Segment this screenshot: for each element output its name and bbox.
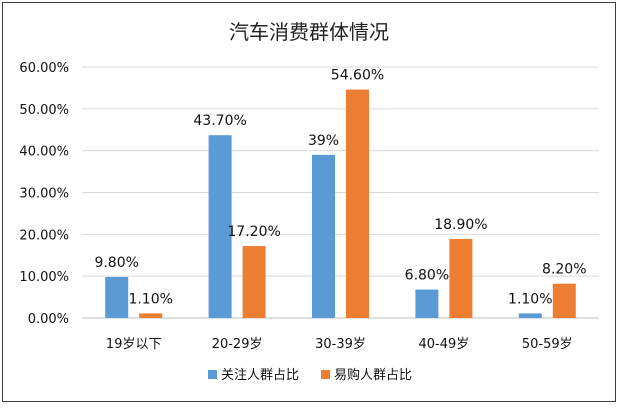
- y-tick-label: 20.00%: [19, 228, 69, 243]
- legend-swatch: [321, 370, 330, 379]
- bar-chart: 汽车消费群体情况 0.00% 10.00% 20.00% 30.00% 40.00% 50…: [19, 20, 599, 383]
- bar-purchase: [242, 246, 266, 318]
- x-axis: 19岁以下 20-29岁 30-39岁 40-49岁 50-59岁: [106, 337, 573, 352]
- data-label: 1.10%: [508, 291, 552, 307]
- bar-purchase: [552, 283, 576, 318]
- y-tick-label: 50.00%: [19, 103, 69, 118]
- bar-purchase: [346, 89, 369, 318]
- bar-attention: [518, 313, 542, 318]
- chart-title: 汽车消费群体情况: [229, 20, 389, 44]
- data-label: 9.80%: [94, 255, 138, 271]
- y-axis: 0.00% 10.00% 20.00% 30.00% 40.00% 50.00% 60.00…: [19, 61, 69, 327]
- legend-label: 易购人群占比: [334, 367, 412, 383]
- x-tick-label: 20-29岁: [212, 337, 263, 352]
- legend: 关注人群占比 易购人群占比: [208, 367, 412, 383]
- data-label: 39%: [308, 133, 339, 149]
- legend-label: 关注人群占比: [221, 368, 299, 383]
- chart-frame: 汽车消费群体情况 0.00% 10.00% 20.00% 30.00% 40.00% 50…: [2, 2, 616, 402]
- y-tick-label: 40.00%: [19, 145, 69, 160]
- data-label: 17.20%: [227, 224, 280, 240]
- bar-purchase: [139, 313, 163, 318]
- data-label: 1.10%: [128, 291, 172, 307]
- bar-attention: [312, 154, 335, 318]
- data-label: 8.20%: [542, 262, 586, 278]
- gridlines: [82, 66, 599, 319]
- bar-attention: [415, 289, 439, 318]
- y-tick-label: 0.00%: [28, 312, 69, 327]
- y-tick-label: 10.00%: [19, 270, 69, 285]
- bars: 9.80% 1.10% 43.70% 17.20% 39% 54.60% 6.80% 18.9…: [94, 68, 587, 318]
- bar-purchase: [449, 238, 473, 318]
- data-label: 18.90%: [434, 217, 487, 233]
- data-label: 6.80%: [405, 268, 449, 284]
- data-label: 54.60%: [331, 68, 384, 84]
- y-tick-label: 60.00%: [19, 61, 69, 76]
- data-label: 43.70%: [193, 113, 246, 129]
- legend-swatch: [208, 370, 217, 379]
- x-tick-label: 30-39岁: [315, 337, 366, 352]
- x-tick-label: 40-49岁: [419, 337, 470, 352]
- x-tick-label: 50-59岁: [522, 337, 573, 352]
- bar-attention: [105, 277, 129, 318]
- x-tick-label: 19岁以下: [106, 337, 162, 352]
- bar-attention: [208, 135, 232, 318]
- y-tick-label: 30.00%: [19, 187, 69, 202]
